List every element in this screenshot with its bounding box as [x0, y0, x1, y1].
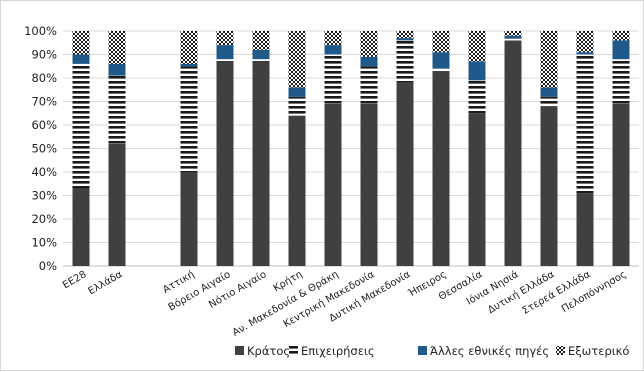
y-tick-label: 100% [24, 24, 57, 38]
y-tick-label: 40% [31, 165, 57, 179]
bar-segment-1 [540, 106, 558, 266]
bar-segment-1 [72, 188, 90, 266]
bar-segment-3 [396, 38, 414, 41]
y-tick-label: 30% [31, 189, 57, 203]
y-axis-tick-labels: 0% 10% 20% 30% 40% 50% 60% 70% 80% 90% 100% [24, 24, 57, 273]
bar-segment-2 [612, 59, 630, 104]
bar-segment-3 [612, 40, 630, 60]
bar-segment-4 [432, 31, 450, 53]
y-tick-label: 60% [31, 118, 57, 132]
y-tick-label: 80% [31, 71, 57, 85]
legend-item: Άλλες εθνικές πηγές [418, 344, 549, 358]
bar-segment-3 [576, 52, 594, 55]
bar-segment-1 [396, 82, 414, 266]
bar-segment-3 [540, 87, 558, 97]
legend-label: Άλλες εθνικές πηγές [430, 344, 549, 358]
legend-item: Επιχειρήσεις [289, 344, 375, 358]
bar-segment-4 [468, 31, 486, 62]
bar-segment-1 [576, 193, 594, 266]
legend-label: Κράτος [247, 344, 290, 358]
bar-segment-4 [108, 31, 126, 64]
bar-segment-3 [288, 87, 306, 97]
bar-segment-4 [504, 31, 522, 36]
bar-segment-4 [576, 31, 594, 53]
bar-segment-3 [432, 52, 450, 69]
bar-segment-4 [288, 31, 306, 88]
bar-segment-1 [324, 103, 342, 266]
legend: Κράτος Επιχειρήσεις Άλλες εθνικές πηγές Εξω… [235, 344, 629, 358]
bar-segment-4 [324, 31, 342, 46]
bar-segment-3 [72, 54, 90, 64]
legend-item: Εξωτερικό [556, 344, 629, 358]
bar-segment-2 [288, 96, 306, 116]
bar-segment-4 [360, 31, 378, 57]
legend-label: Εξωτερικό [568, 344, 629, 358]
bar-segment-2 [432, 68, 450, 71]
bar-segment-2 [360, 66, 378, 104]
bar-segment-4 [216, 31, 234, 46]
bar-segment-3 [180, 63, 198, 67]
bar-segment-1 [252, 61, 270, 266]
bar-segment-2 [216, 59, 234, 62]
bar-segment-1 [360, 103, 378, 266]
bar-segment-3 [324, 45, 342, 55]
y-tick-label: 10% [31, 236, 57, 250]
legend-swatch [235, 346, 244, 355]
y-tick-label: 0% [39, 259, 57, 273]
y-tick-label: 20% [31, 212, 57, 226]
bar-segment-2 [396, 40, 414, 83]
legend-swatch [418, 346, 427, 355]
bar-segment-1 [108, 143, 126, 266]
bar-segment-2 [576, 54, 594, 194]
x-category-label: Ελλάδα [86, 268, 125, 297]
bar-segment-1 [612, 103, 630, 266]
bar-segment-4 [252, 31, 270, 50]
bar-segment-3 [504, 35, 522, 39]
bar-segment-2 [540, 96, 558, 107]
legend-swatch [289, 346, 298, 355]
x-category-label: ΕΕ28 [61, 269, 88, 291]
bar-segment-1 [432, 70, 450, 266]
bar-segment-2 [324, 54, 342, 104]
bar-segment-2 [108, 75, 126, 144]
bar-segment-4 [612, 31, 630, 41]
bar-segment-3 [360, 56, 378, 67]
bar-segment-4 [396, 31, 414, 39]
bar-segment-4 [540, 31, 558, 88]
bar-segment-2 [468, 80, 486, 114]
y-tick-label: 90% [31, 48, 57, 62]
legend-label: Επιχειρήσεις [301, 344, 375, 358]
bar-segment-1 [216, 61, 234, 266]
x-category-label: Βόρειο Αιγαίο [166, 268, 232, 313]
bars [72, 31, 630, 267]
bar-segment-1 [468, 113, 486, 266]
bar-segment-4 [72, 31, 90, 55]
bar-segment-2 [252, 59, 270, 62]
bar-segment-3 [252, 49, 270, 60]
bar-segment-2 [504, 38, 522, 41]
bar-segment-1 [504, 40, 522, 267]
bar-segment-2 [72, 63, 90, 189]
bar-segment-1 [288, 115, 306, 266]
y-tick-label: 70% [31, 95, 57, 109]
y-tick-label: 50% [31, 142, 57, 156]
bar-segment-3 [468, 61, 486, 81]
bar-segment-3 [108, 63, 126, 76]
bar-segment-3 [216, 45, 234, 60]
legend-item: Κράτος [235, 344, 290, 358]
bar-segment-1 [180, 172, 198, 266]
legend-swatch [556, 346, 565, 355]
bar-segment-2 [180, 66, 198, 172]
bar-segment-4 [180, 31, 198, 64]
